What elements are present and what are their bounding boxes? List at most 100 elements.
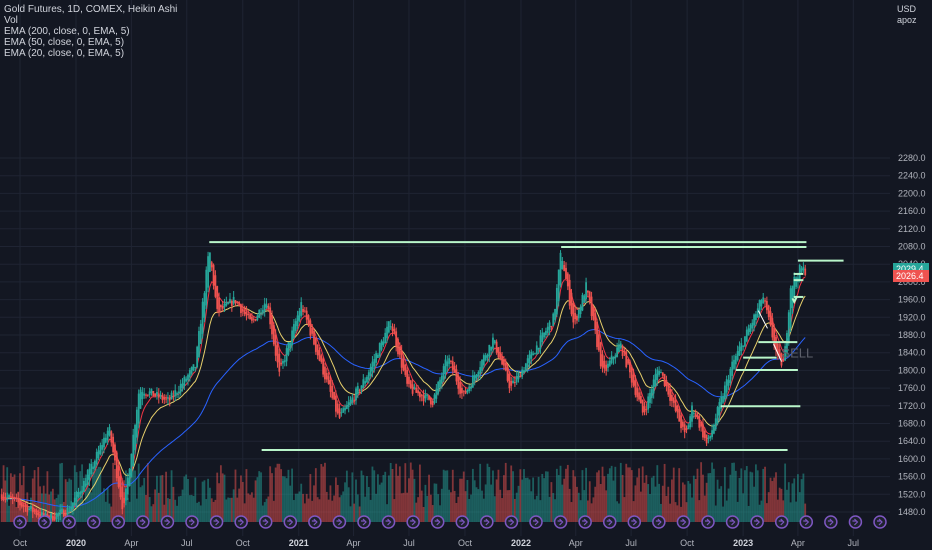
volume-bar [145,494,147,522]
candle-body [581,294,584,311]
volume-bar [802,473,805,522]
candle-body [625,351,628,368]
volume-bar [455,502,458,522]
volume-bar [484,484,487,522]
volume-bar [532,477,535,522]
legend-vol[interactable]: Vol [4,15,18,26]
candle-body [240,304,242,314]
event-arrow-icon [606,518,613,526]
legend-ema200[interactable]: EMA (200, close, 0, EMA, 5) [4,26,130,37]
volume-bar [371,466,374,522]
volume-bar [800,479,803,522]
event-marker [209,515,224,529]
candle-body [448,358,451,364]
candle-body [300,302,303,316]
volume-bar [411,469,414,522]
legend-title[interactable]: Gold Futures, 1D, COMEX, Heikin Ashi [4,4,178,15]
volume-bar [464,491,467,522]
volume-bar [161,475,164,522]
candle-body [477,372,480,377]
volume-bar [22,465,25,522]
candle-body [681,421,684,427]
candle-body [413,386,416,390]
volume-bar [39,486,41,522]
currency-label[interactable]: USD [897,4,917,14]
candle-body [70,506,73,512]
volume-bar [92,472,94,522]
volume-bar [734,470,737,522]
candle-body [534,353,536,355]
legend-ema50[interactable]: EMA (50, close, 0, EMA, 5) [4,37,125,48]
candle-body [616,347,619,357]
volume-bar [227,497,230,522]
candle-body [402,359,405,371]
volume-bar [190,494,193,522]
volume-bar [42,485,45,522]
volume-bar [196,502,199,522]
candle-body [198,331,200,357]
candle-body [576,315,578,321]
candle-body [570,292,573,315]
volume-bar [209,487,211,522]
event-arrow-icon [213,518,220,526]
candle-body [442,366,445,380]
volume-bar [453,490,456,522]
candle-body [603,360,606,369]
event-arrow-icon [410,518,416,526]
candle-body [229,298,231,304]
volume-bar [605,490,608,522]
candle-body [804,268,807,275]
candle-body [329,380,332,392]
candle-body [680,415,682,429]
volume-bar [77,494,80,522]
event-marker [824,515,838,529]
volume-bar [148,497,151,522]
legend-ema20[interactable]: EMA (20, close, 0, EMA, 5) [4,48,125,59]
candle-body [219,304,222,308]
volume-bar [393,499,396,522]
candle-body [408,376,410,385]
volume-bar [629,467,631,522]
candle-body [254,319,257,321]
trend-line [773,343,782,362]
volume-bar [482,498,485,522]
volume-bar [585,467,587,522]
candle-body [563,265,566,271]
event-marker [480,515,494,529]
candle-body [145,394,147,396]
candle-body [294,321,297,332]
candle-body [720,396,723,409]
candle-body [391,326,394,332]
event-arrow-icon [729,518,736,526]
volume-bar [426,495,429,522]
candle-body [618,344,620,353]
event-arrow-icon [827,518,834,526]
volume-bar [784,463,787,522]
candle-body [387,321,390,333]
volume-bar [298,491,301,522]
volume-bar [293,500,295,522]
candle-body [53,518,56,520]
candle-body [614,355,617,359]
volume-bar [797,474,799,522]
volume-bar [709,473,712,522]
volume-bar [756,470,759,522]
volume-bar [50,491,52,522]
candle-body [19,500,21,506]
candle-body [192,364,195,371]
candle-body [66,507,69,515]
candle-body [707,437,710,439]
candle-body [358,390,361,392]
candle-body [345,405,348,409]
event-marker [701,515,715,529]
candle-body [521,369,524,377]
volume-bar [450,492,452,522]
volume-bar [373,470,376,522]
candle-body [50,513,52,519]
candle-body [744,336,746,347]
candle-body [789,288,792,328]
volume-bar [780,488,783,522]
volume-bar [435,483,438,522]
price-tick-label: 2240.0 [898,171,926,181]
